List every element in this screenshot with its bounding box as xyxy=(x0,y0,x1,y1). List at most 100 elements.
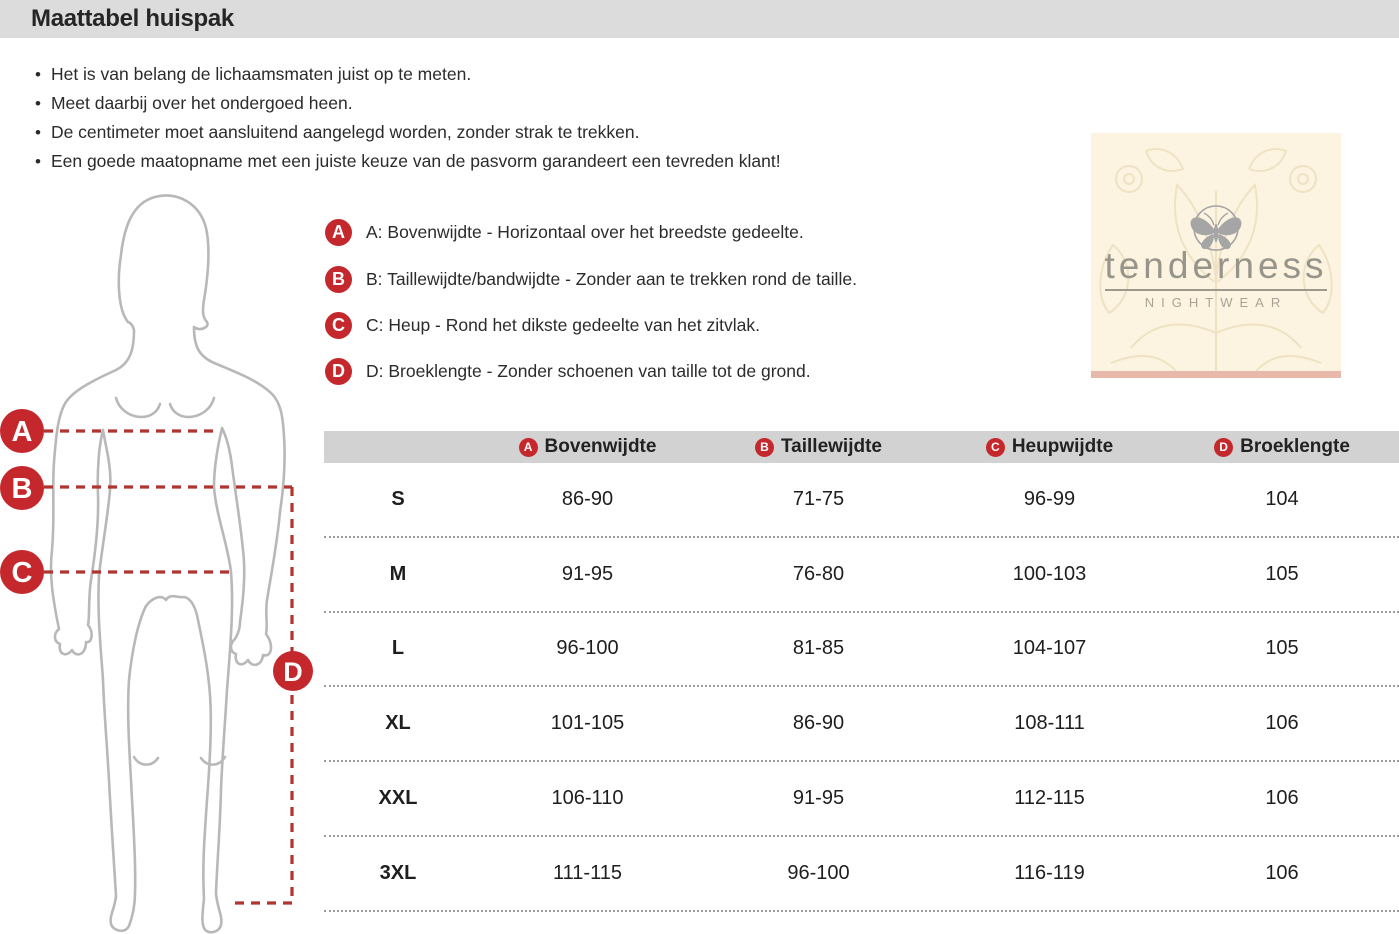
table-row-l: L 96-100 81-85 104-107 105 xyxy=(324,613,1399,688)
size-label: XXL xyxy=(378,787,418,810)
marker-d-letter: D xyxy=(283,657,303,687)
legend-row-d: D D: Broeklengte - Zonder schoenen van t… xyxy=(325,358,811,385)
size-table: A Bovenwijdte B Taillewijdte C Heupwijdt… xyxy=(324,431,1399,912)
instruction-text: Een goede maatopname met een juiste keuz… xyxy=(50,151,781,171)
legend-text-c: C: Heup - Rond het dikste gedeelte van h… xyxy=(366,315,760,335)
table-row-m: M 91-95 76-80 100-103 105 xyxy=(324,538,1399,613)
marker-b-letter: B xyxy=(12,473,33,505)
value-cell: 91-95 xyxy=(792,787,845,810)
header-a-badge: A xyxy=(518,437,538,457)
value-cell: 106 xyxy=(1265,712,1299,735)
size-label: L xyxy=(391,637,405,660)
instruction-text: Het is van belang de lichaamsmaten juist… xyxy=(50,64,472,84)
header-bovenwijdte: A Bovenwijdte xyxy=(472,431,703,463)
value-cell: 112-115 xyxy=(1014,787,1085,810)
value-cell: 86-90 xyxy=(561,487,614,510)
page-title: Maattabel huispak xyxy=(31,5,234,32)
instruction-text: De centimeter moet aansluitend aangelegd… xyxy=(50,122,640,142)
marker-c-letter: C xyxy=(12,557,33,589)
butterfly-icon xyxy=(1190,205,1242,251)
bullet-icon: • xyxy=(35,94,41,113)
instruction-text: Meet daarbij over het ondergoed heen. xyxy=(50,93,353,113)
female-silhouette-outline xyxy=(49,194,286,934)
instruction-list: • Het is van belang de lichaamsmaten jui… xyxy=(35,60,781,176)
value-cell: 76-80 xyxy=(792,562,845,585)
header-label: Bovenwijdte xyxy=(544,436,657,457)
value-cell: 104 xyxy=(1265,487,1299,510)
title-bar: Maattabel huispak xyxy=(0,0,1399,38)
value-cell: 108-111 xyxy=(1014,712,1085,735)
header-size-column xyxy=(324,431,472,463)
trouser-length-line xyxy=(234,487,294,905)
table-row-xl: XL 101-105 86-90 108-111 106 xyxy=(324,687,1399,763)
logo-artwork xyxy=(1099,148,1333,371)
measure-c-badge: C xyxy=(325,312,352,339)
bullet-icon: • xyxy=(35,152,41,171)
table-row-s: S 86-90 71-75 96-99 104 xyxy=(324,463,1399,538)
bullet-icon: • xyxy=(35,123,41,142)
brand-logo: tenderness NIGHTWEAR xyxy=(1091,133,1341,378)
breast-right-line xyxy=(168,396,216,419)
floral-pattern xyxy=(1099,148,1333,371)
measure-d-badge: D xyxy=(325,358,352,385)
header-label: Taillewijdte xyxy=(780,436,882,457)
value-cell: 106 xyxy=(1265,861,1299,884)
legend-row-a: A A: Bovenwijdte - Horizontaal over het … xyxy=(325,219,804,246)
size-label: S xyxy=(391,487,405,510)
marker-b-circle xyxy=(0,466,44,510)
value-cell: 81-85 xyxy=(792,637,845,660)
size-label: 3XL xyxy=(379,861,417,884)
value-cell: 105 xyxy=(1265,637,1299,660)
brand-name: tenderness xyxy=(1104,245,1328,286)
value-cell: 104-107 xyxy=(1012,637,1087,660)
measure-b-badge: B xyxy=(325,266,352,293)
table-header-row: A Bovenwijdte B Taillewijdte C Heupwijdt… xyxy=(324,431,1399,463)
table-row-xxl: XXL 106-110 91-95 112-115 106 xyxy=(324,762,1399,837)
header-taillewijdte: B Taillewijdte xyxy=(703,431,934,463)
marker-a-circle xyxy=(0,409,44,453)
size-label: M xyxy=(389,562,407,585)
header-label: Heupwijdte xyxy=(1011,436,1114,457)
brand-subtitle: NIGHTWEAR xyxy=(1144,295,1288,310)
value-cell: 101-105 xyxy=(550,712,625,735)
knee-right-line xyxy=(199,755,227,766)
legend-text-a: A: Bovenwijdte - Horizontaal over het br… xyxy=(366,222,804,242)
knee-left-line xyxy=(132,755,160,766)
marker-a-letter: A xyxy=(12,416,33,448)
logo-divider xyxy=(1105,289,1327,291)
value-cell: 106 xyxy=(1265,787,1299,810)
instruction-item: • Het is van belang de lichaamsmaten jui… xyxy=(35,60,781,89)
marker-d-circle xyxy=(273,651,313,691)
instruction-item: • De centimeter moet aansluitend aangele… xyxy=(35,118,781,147)
size-label: XL xyxy=(385,712,411,735)
header-heupwijdte: C Heupwijdte xyxy=(934,431,1165,463)
measurement-dashed-lines xyxy=(44,429,294,905)
body-silhouette-diagram: A B C D xyxy=(0,194,313,934)
table-row-3xl: 3XL 111-115 96-100 116-119 106 xyxy=(324,837,1399,912)
header-broeklengte: D Broeklengte xyxy=(1165,431,1399,463)
figure-marker-badges: A B C D xyxy=(0,409,313,691)
value-cell: 116-119 xyxy=(1014,861,1085,884)
value-cell: 111-115 xyxy=(553,861,622,884)
instruction-item: • Een goede maatopname met een juiste ke… xyxy=(35,147,781,176)
value-cell: 71-75 xyxy=(792,487,845,510)
bullet-icon: • xyxy=(35,65,41,84)
marker-c-circle xyxy=(0,550,44,594)
header-c-badge: C xyxy=(985,437,1005,457)
header-label: Broeklengte xyxy=(1240,436,1350,457)
value-cell: 91-95 xyxy=(561,562,614,585)
header-d-badge: D xyxy=(1214,437,1234,457)
value-cell: 96-99 xyxy=(1023,487,1076,510)
measure-a-badge: A xyxy=(325,219,352,246)
header-b-badge: B xyxy=(754,437,774,457)
value-cell: 106-110 xyxy=(551,787,624,810)
legend-row-c: C C: Heup - Rond het dikste gedeelte van… xyxy=(325,312,760,339)
breast-left-line xyxy=(114,396,162,419)
legend-row-b: B B: Taillewijdte/bandwijdte - Zonder aa… xyxy=(325,266,857,293)
value-cell: 96-100 xyxy=(787,861,850,884)
legend-text-d: D: Broeklengte - Zonder schoenen van tai… xyxy=(366,361,811,381)
value-cell: 105 xyxy=(1265,562,1299,585)
instruction-item: • Meet daarbij over het ondergoed heen. xyxy=(35,89,781,118)
value-cell: 100-103 xyxy=(1012,562,1087,585)
